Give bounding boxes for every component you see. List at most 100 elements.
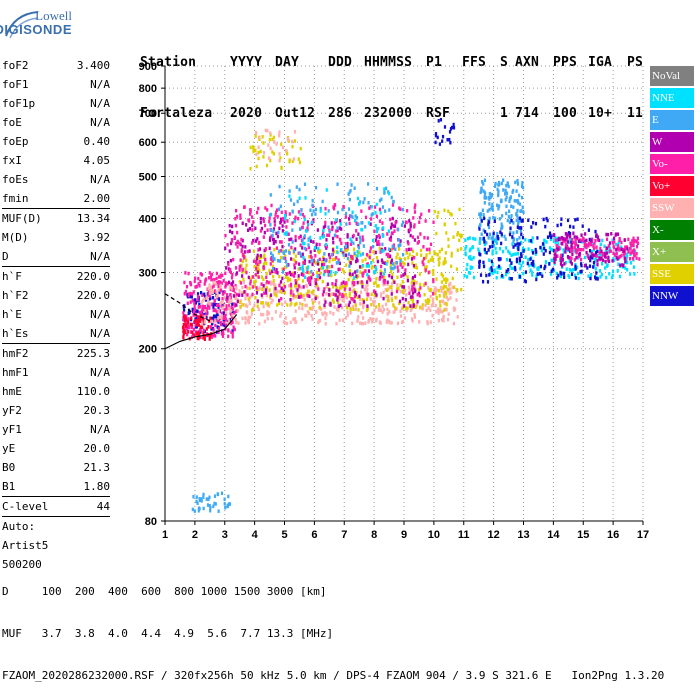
echo-point — [287, 232, 290, 236]
echo-point — [543, 266, 546, 271]
echo-point — [223, 290, 226, 294]
echo-point — [483, 195, 486, 199]
echo-point — [213, 314, 216, 318]
echo-point — [626, 247, 629, 251]
echo-point — [190, 325, 194, 330]
echo-point — [562, 248, 565, 252]
echo-point — [271, 137, 274, 142]
echo-point — [301, 241, 304, 246]
echo-point — [278, 298, 281, 303]
echo-point — [495, 250, 498, 255]
param-name: foE — [2, 116, 22, 129]
echo-point — [501, 249, 505, 254]
echo-point — [353, 299, 356, 304]
x-tick-label: 1 — [162, 529, 168, 541]
echo-point — [433, 289, 436, 294]
echo-point — [276, 214, 279, 219]
echo-point — [453, 285, 456, 289]
echo-point — [635, 256, 638, 260]
echo-point — [381, 260, 384, 265]
echo-point — [184, 319, 187, 323]
echo-point — [584, 232, 587, 236]
y-tick-label: 300 — [139, 268, 157, 280]
echo-point — [607, 244, 610, 248]
echo-point — [586, 266, 589, 270]
echo-point — [444, 277, 447, 281]
echo-point — [406, 275, 409, 279]
echo-point — [556, 239, 559, 243]
echo-point — [273, 286, 276, 291]
echo-point — [394, 247, 397, 251]
echo-point — [196, 501, 199, 506]
echo-point — [204, 308, 207, 313]
echo-point — [570, 256, 573, 260]
echo-point — [315, 261, 318, 265]
echo-point — [248, 295, 252, 300]
echo-point — [274, 310, 278, 314]
echo-point — [510, 218, 513, 223]
echo-point — [499, 266, 502, 270]
echo-point — [303, 241, 306, 246]
echo-point — [424, 219, 427, 223]
echo-point — [436, 252, 439, 257]
echo-point — [579, 269, 582, 274]
echo-point — [328, 255, 332, 260]
echo-point — [517, 200, 520, 205]
echo-point — [530, 225, 533, 229]
echo-point — [296, 199, 299, 204]
echo-point — [279, 240, 282, 244]
echo-point — [398, 247, 401, 251]
param-name: foEp — [2, 135, 29, 148]
echo-point — [251, 228, 254, 232]
echo-point — [248, 286, 251, 291]
echo-point — [510, 277, 513, 281]
header-row2-4: 232000 — [364, 106, 413, 121]
echo-point — [561, 263, 564, 268]
echo-point — [478, 227, 481, 231]
echo-point — [612, 256, 615, 261]
echo-point — [333, 233, 336, 238]
echo-point — [225, 304, 228, 308]
echo-point — [616, 257, 619, 261]
echo-point — [293, 302, 297, 307]
echo-point — [627, 250, 630, 254]
echo-point — [336, 226, 339, 230]
echo-point — [282, 320, 286, 324]
echo-point — [191, 330, 194, 335]
echo-point — [306, 267, 309, 271]
echo-point — [349, 311, 352, 315]
echo-point — [234, 266, 238, 270]
echo-point — [207, 497, 210, 502]
echo-point — [265, 271, 268, 276]
echo-point — [219, 322, 222, 327]
echo-point — [215, 271, 218, 276]
legend-item-noval: NoVal — [650, 66, 694, 86]
param-row: hmF2 225.3 — [2, 344, 110, 363]
echo-point — [217, 284, 220, 289]
echo-point — [554, 254, 558, 258]
echo-point — [244, 321, 247, 325]
echo-point — [376, 259, 379, 264]
echo-point — [236, 299, 239, 304]
echo-point — [589, 273, 593, 277]
echo-point — [221, 292, 224, 296]
echo-point — [187, 320, 190, 324]
echo-point — [185, 284, 189, 289]
echo-point — [278, 283, 281, 288]
echo-point — [605, 232, 608, 237]
echo-point — [225, 281, 228, 285]
echo-point — [378, 198, 382, 203]
echo-point — [337, 289, 340, 294]
echo-point — [404, 298, 407, 302]
echo-point — [252, 238, 255, 243]
echo-point — [554, 236, 557, 240]
echo-point — [564, 243, 568, 247]
echo-point — [199, 330, 202, 334]
echo-point — [197, 282, 200, 286]
echo-point — [443, 125, 447, 129]
echo-point — [226, 293, 229, 297]
echo-point — [271, 150, 274, 154]
echo-point — [363, 197, 366, 201]
echo-point — [510, 213, 513, 218]
echo-point — [320, 307, 323, 311]
